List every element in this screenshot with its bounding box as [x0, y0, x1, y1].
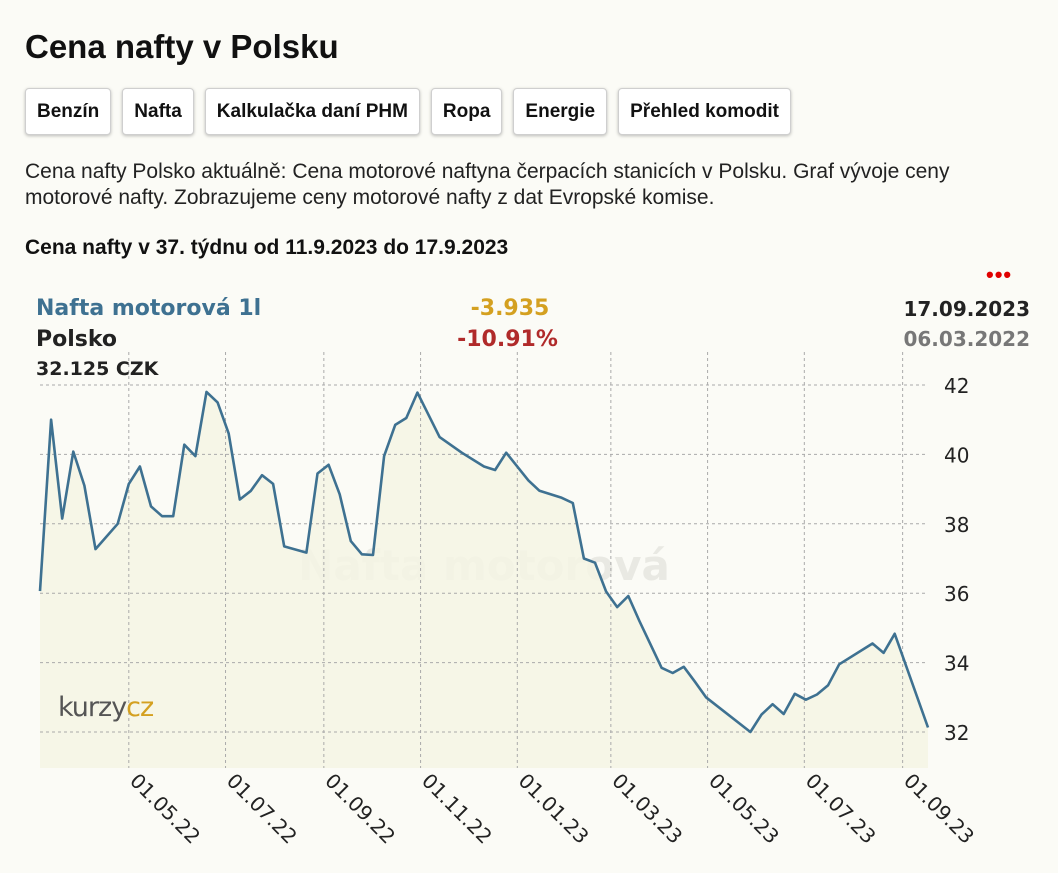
region-label: Polsko	[36, 327, 118, 352]
tab-ropa[interactable]: Ropa	[430, 88, 503, 135]
kurzy-logo: kurzycz	[58, 692, 155, 723]
x-tick-label: 01.07.23	[801, 769, 881, 849]
y-tick-label: 32	[944, 721, 969, 745]
x-tick-label: 01.05.22	[125, 769, 205, 849]
logo-cz: cz	[126, 692, 154, 723]
x-tick-label: 01.07.22	[222, 769, 302, 849]
week-title: Cena nafty v 37. týdnu od 11.9.2023 do 1…	[25, 236, 509, 259]
date-start: 06.03.2022	[903, 327, 1030, 351]
x-tick-label: 01.09.22	[320, 769, 400, 849]
svg-text:kurzycz: kurzycz	[58, 692, 154, 723]
page-title: Cena nafty v Polsku	[25, 28, 339, 65]
tab-nafta[interactable]: Nafta	[122, 88, 194, 135]
date-end: 17.09.2023	[903, 297, 1030, 321]
x-tick-label: 01.03.23	[607, 769, 687, 849]
page-description: Cena nafty Polsko aktuálně: Cena motorov…	[25, 160, 950, 209]
series-line	[38, 390, 930, 734]
y-tick-label: 34	[944, 652, 969, 676]
tab-energie[interactable]: Energie	[513, 88, 608, 135]
y-tick-label: 42	[944, 374, 969, 398]
chart-menu-button[interactable]: •••	[986, 262, 1013, 287]
x-tick-label: 01.09.23	[899, 769, 979, 849]
percent-change: -10.91%	[457, 327, 558, 352]
last-value: 32.125 CZK	[36, 358, 159, 380]
y-tick-label: 40	[944, 443, 969, 467]
logo-kurzy: kurzy	[58, 692, 127, 723]
y-tick-label: 38	[944, 513, 969, 537]
tab-kalkulacka[interactable]: Kalkulačka daní PHM	[204, 88, 420, 135]
absolute-change: -3.935	[470, 296, 550, 321]
x-tick-label: 01.01.23	[514, 769, 594, 849]
tab-prehled-komodit[interactable]: Přehled komodit	[618, 88, 791, 135]
series-name: Nafta motorová 1l	[36, 296, 262, 321]
tab-benzin[interactable]: Benzín	[25, 88, 112, 135]
y-tick-label: 36	[944, 582, 969, 606]
x-tick-label: 01.05.23	[704, 769, 784, 849]
commodity-tabs: Benzín Nafta Kalkulačka daní PHM Ropa En…	[25, 88, 802, 135]
x-tick-label: 01.11.22	[417, 769, 497, 849]
area-fill	[40, 391, 928, 768]
